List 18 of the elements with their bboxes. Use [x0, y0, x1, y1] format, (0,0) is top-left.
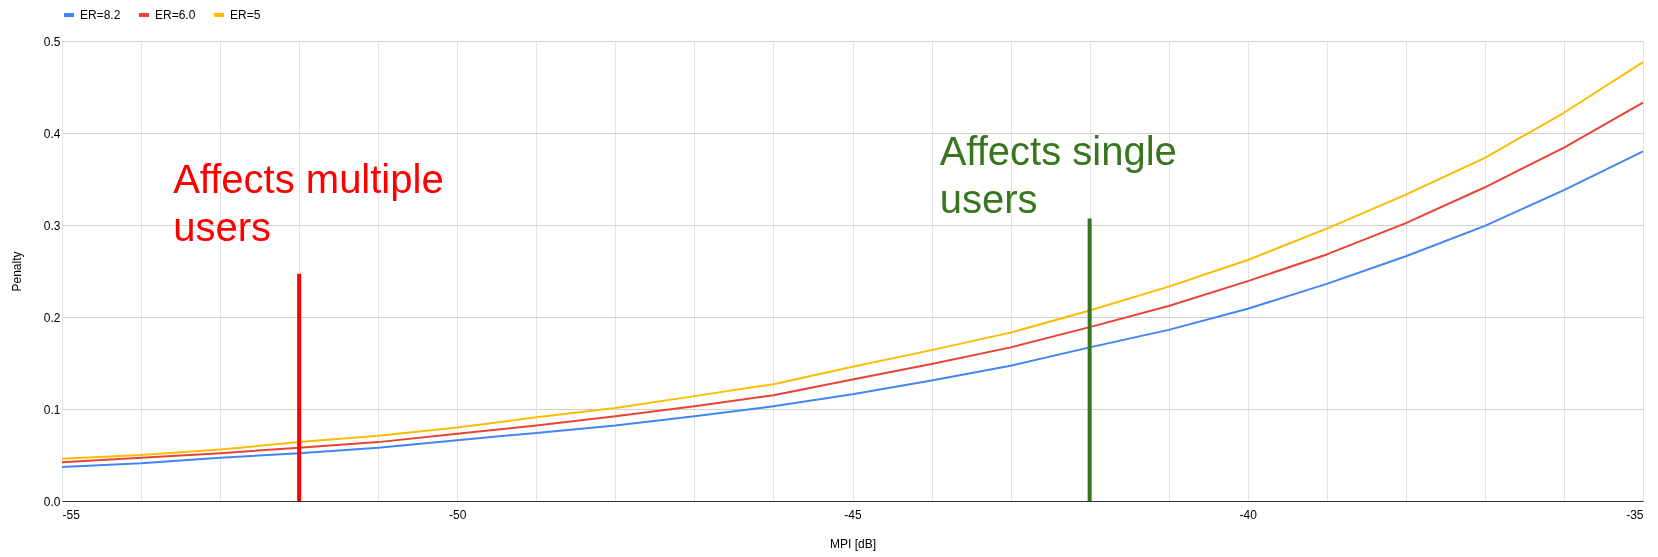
legend-label: ER=5	[230, 8, 261, 22]
x-tick-label: -35	[1626, 507, 1644, 522]
x-tick-label: -50	[449, 507, 467, 522]
x-axis-title: MPI [dB]	[829, 536, 877, 551]
y-tick-label: 0.5	[43, 34, 61, 49]
y-tick-label: 0.2	[43, 310, 61, 325]
y-tick-label: 0.0	[43, 494, 61, 509]
legend-label: ER=6.0	[155, 8, 196, 22]
y-tick-label: 0.1	[43, 402, 61, 417]
y-axis-title: Penalty	[9, 251, 24, 292]
y-tick-label: 0.3	[43, 218, 61, 233]
ref-line-label: Affects multiple users	[173, 156, 444, 249]
y-tick-label: 0.4	[43, 126, 61, 141]
x-tick-label: -40	[1239, 507, 1258, 522]
x-tick-label: -45	[844, 507, 862, 522]
legend-label: ER=8.2	[80, 8, 121, 22]
x-tick-label: -55	[62, 507, 81, 522]
ref-line-label: Affects single users	[939, 129, 1177, 221]
